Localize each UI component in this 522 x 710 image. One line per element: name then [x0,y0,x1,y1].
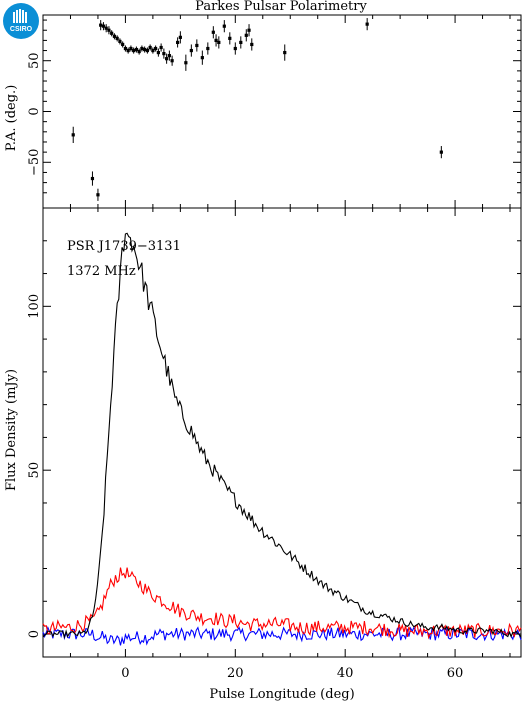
pa-point [228,36,232,40]
pa-point [195,43,199,48]
linear-polarization-line [42,567,522,640]
pa-point [206,46,210,51]
pa-point [170,59,174,63]
pa-point [151,48,155,53]
pa-point [129,46,133,51]
pa-point [112,34,117,38]
pa-point [178,35,182,39]
pa-point [162,52,166,56]
pa-panel-frame [42,14,522,209]
flux-axis-label: Flux Density (mJy) [4,369,19,491]
pa-point [239,40,243,45]
frequency-annotation: 1372 MHz [67,264,136,279]
pa-point [233,46,237,51]
csiro-logo: CSIRO [3,3,39,39]
pa-point [140,46,144,51]
pa-point [134,47,139,52]
pa-point [107,28,111,32]
pa-point [247,28,251,32]
pa-point [365,22,369,26]
pa-point [439,150,443,154]
pa-point [283,50,287,55]
pa-point [167,54,171,58]
pa-y-tick-label: 0 [27,107,42,115]
flux-panel-frame [42,207,522,658]
pa-point [200,56,204,60]
pa-point [217,40,221,45]
pa-point [99,23,103,27]
pa-point [123,46,128,51]
pa-point [137,49,141,54]
pa-point [154,46,158,51]
pa-point [143,47,147,52]
total-intensity-line [42,232,522,640]
pa-point [184,61,188,65]
pa-point [145,48,149,53]
pa-point [121,42,125,47]
x-axis-label: Pulse Longitude (deg) [209,687,354,702]
pa-point [214,38,218,42]
pa-axis-label: P.A. (deg.) [4,85,19,152]
pa-y-tick-label: 50 [27,52,42,69]
pa-point [104,26,108,30]
pa-points [71,18,443,201]
x-tick-label: 20 [227,666,244,681]
pa-point [156,50,160,55]
pa-point [90,176,95,181]
pa-point [165,57,169,61]
pa-point [96,193,100,197]
pa-point [189,48,193,53]
flux-y-tick-label: 0 [27,630,42,638]
pa-point [71,133,75,137]
pa-point [176,40,180,45]
pa-point [222,24,226,28]
pulsar-name-annotation: PSR J1739−3131 [67,239,181,254]
pa-point [148,45,152,50]
x-tick-label: 60 [447,666,464,681]
x-tick-label: 40 [337,666,354,681]
pa-point [110,31,114,35]
csiro-logo-text: CSIRO [10,26,33,33]
pa-point [115,36,119,40]
pa-y-tick-label: −50 [27,149,42,176]
pa-point [244,33,248,37]
flux-ticks: 0 20 40 60 0 50 100 [27,208,521,681]
flux-y-tick-label: 100 [27,294,42,319]
pa-point [132,48,136,53]
pa-point [126,48,130,53]
pa-point [250,42,254,47]
pa-point [211,30,215,34]
chart-title: Parkes Pulsar Polarimetry [195,0,367,14]
flux-lines [42,232,522,646]
pa-point [118,39,122,44]
pa-point [101,24,106,28]
x-tick-label: 0 [121,666,129,681]
pa-ticks: −50 0 50 [27,15,521,208]
pa-point [159,45,163,50]
circular-polarization-line [42,626,522,646]
flux-y-tick-label: 50 [27,462,42,479]
position-angle-panel: −50 0 50 P.A. (deg.) [4,14,522,209]
csiro-logo-bars [13,9,27,23]
flux-profile-panel: 0 20 40 60 0 50 100 PSR J1739−3131 1372 MHz Fl… [4,207,522,702]
